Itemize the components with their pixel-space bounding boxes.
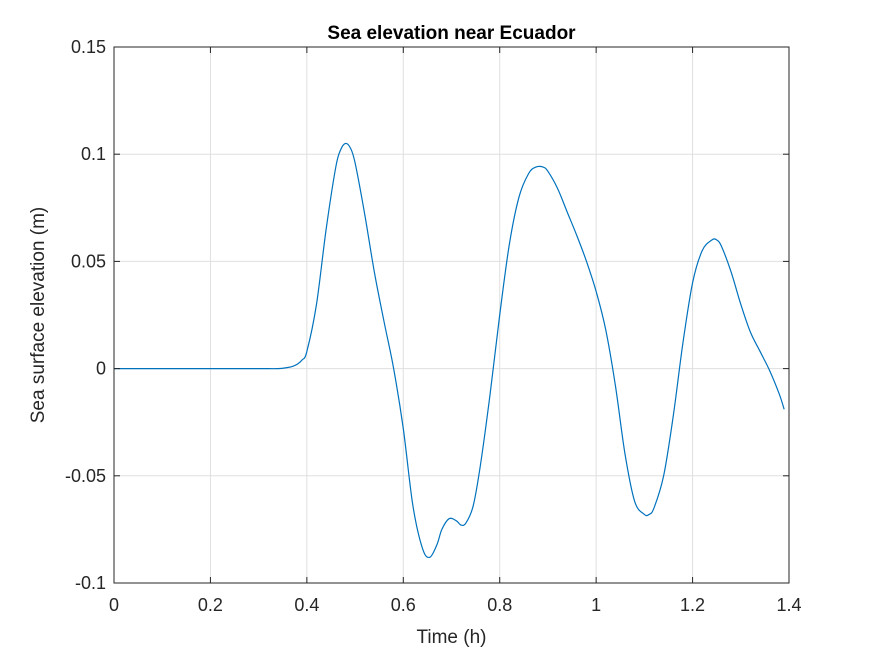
ticks: 0 0.2 0.4 0.6 0.8 1 1.2 1.4 -0.1 -0.05 0 0.05 0.1 0.1… <box>65 37 802 615</box>
y-tick-label: -0.1 <box>75 573 106 593</box>
x-tick-label: 0.4 <box>294 595 319 615</box>
x-tick-label: 0.8 <box>487 595 512 615</box>
y-tick-label: -0.05 <box>65 466 106 486</box>
series-layer <box>113 142 785 559</box>
grid <box>114 47 789 583</box>
y-tick-label: 0.1 <box>81 144 106 164</box>
x-tick-label: 0.2 <box>198 595 223 615</box>
y-tick-label: 0 <box>96 359 106 379</box>
x-tick-label: 1.4 <box>776 595 801 615</box>
x-tick-label: 1 <box>591 595 601 615</box>
x-axis-label: Time (h) <box>416 627 486 648</box>
y-tick-label: 0.15 <box>71 37 106 57</box>
x-tick-label: 0.6 <box>391 595 416 615</box>
chart-title: Sea elevation near Ecuador <box>327 23 576 44</box>
y-tick-label: 0.05 <box>71 251 106 271</box>
series-line <box>113 142 785 559</box>
x-tick-label: 0 <box>109 595 119 615</box>
x-tick-label: 1.2 <box>680 595 705 615</box>
y-axis-label: Sea surface elevation (m) <box>28 207 49 424</box>
axes-box <box>113 46 790 584</box>
